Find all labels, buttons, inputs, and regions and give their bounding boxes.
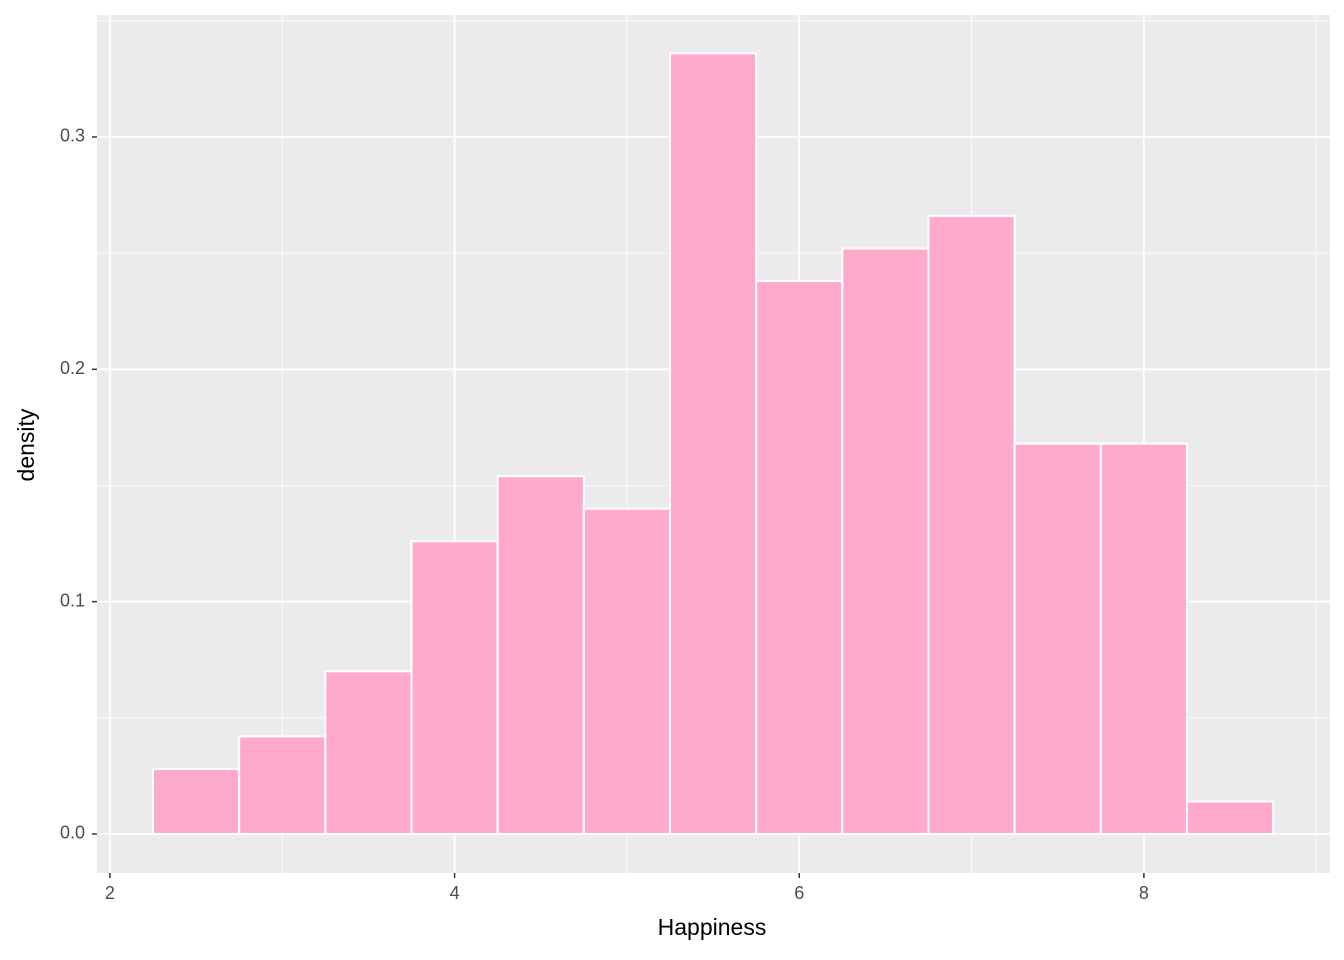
bar xyxy=(496,475,585,835)
x-tick-label: 8 xyxy=(1139,883,1149,903)
bar xyxy=(1099,442,1188,835)
bar xyxy=(582,507,671,835)
y-axis-title: density xyxy=(13,408,39,481)
bar xyxy=(755,280,844,835)
bar xyxy=(324,670,413,835)
y-tick-label: 0.0 xyxy=(60,823,85,843)
bar xyxy=(238,735,327,835)
x-axis-title: Happiness xyxy=(658,914,767,940)
bar xyxy=(927,214,1016,835)
bar xyxy=(410,540,499,835)
x-tick-label: 4 xyxy=(450,883,460,903)
x-tick-label: 6 xyxy=(794,883,804,903)
y-tick-label: 0.3 xyxy=(60,126,85,146)
y-tick-label: 0.1 xyxy=(60,590,85,610)
bar xyxy=(1013,442,1102,835)
bar xyxy=(1185,800,1275,835)
bar xyxy=(668,52,758,835)
y-tick-label: 0.2 xyxy=(60,358,85,378)
bar xyxy=(841,247,930,835)
x-tick-label: 2 xyxy=(105,883,115,903)
bar xyxy=(152,767,241,835)
